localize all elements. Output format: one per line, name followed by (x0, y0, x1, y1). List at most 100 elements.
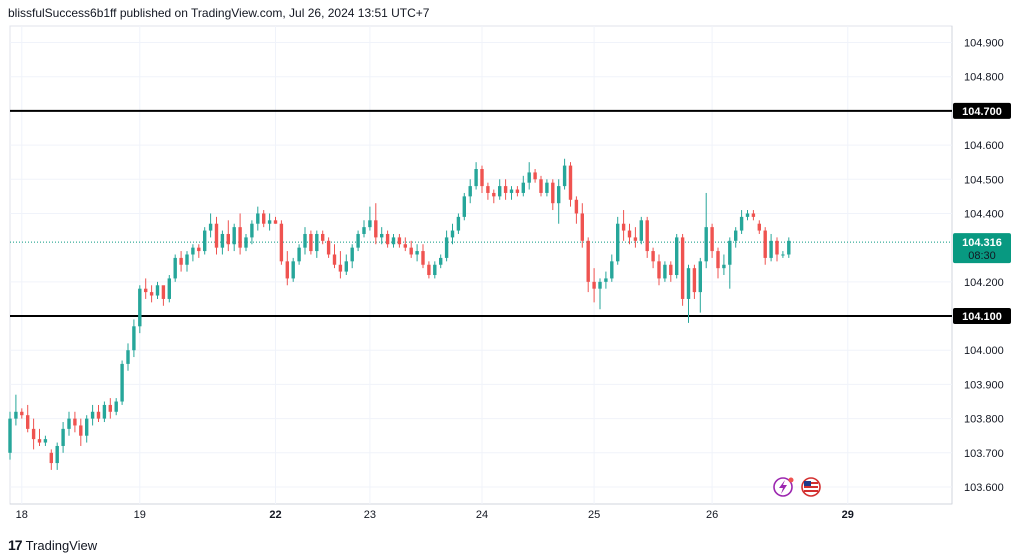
candle-body (551, 182, 555, 204)
footer[interactable]: 17 TradingView (8, 536, 97, 554)
x-tick-label: 23 (364, 509, 376, 521)
candle-body (191, 247, 195, 255)
candle-body (444, 237, 449, 258)
horizontal-line-tag-label: 104.100 (962, 311, 1002, 323)
candle-body (751, 213, 756, 217)
candle-body (55, 445, 59, 464)
candle-body (326, 240, 331, 255)
candle-body (374, 220, 378, 238)
candle-body (716, 251, 720, 269)
candle-body (256, 213, 260, 224)
x-tick-label: 25 (588, 509, 600, 521)
us-flag-icon[interactable] (801, 477, 821, 497)
candle-body (675, 237, 679, 276)
x-tick-label: 26 (706, 509, 718, 521)
y-tick-label: 103.600 (964, 482, 1004, 494)
y-tick-label: 104.000 (964, 345, 1004, 357)
candle-body (763, 230, 767, 258)
candle-body (214, 223, 219, 248)
candle-body (303, 233, 307, 248)
candle-body (155, 285, 160, 296)
candle-body (503, 186, 508, 193)
candle-body (633, 237, 638, 241)
candle-body (515, 189, 520, 193)
candle-body (43, 439, 48, 443)
publish-header: blissfulSuccess6b1ff published on Tradin… (8, 6, 430, 20)
candle-body (356, 233, 360, 248)
y-tick-label: 104.200 (964, 277, 1004, 289)
price-axis[interactable]: 104.900 104.800 104.600 104.500 104.400 104.2… (964, 38, 1004, 495)
time-axis[interactable]: 18 19 22 23 24 25 26 29 (16, 509, 854, 521)
candle-body (161, 285, 166, 299)
candle-body (781, 254, 785, 256)
candle-body (132, 326, 136, 351)
candle-body (474, 169, 478, 187)
candle-body (8, 418, 12, 453)
candle-body (722, 264, 726, 269)
horizontal-lines[interactable] (10, 109, 952, 318)
candle-body (527, 172, 531, 183)
candle-body (745, 213, 750, 217)
candle-body (226, 233, 230, 245)
y-tick-label: 104.500 (964, 174, 1004, 186)
candle-body (557, 186, 561, 204)
candle-body (427, 264, 431, 276)
candle-body (492, 192, 496, 197)
candle-body (144, 288, 148, 293)
candle-body (61, 428, 65, 446)
candle-body (173, 257, 177, 279)
candle-body (739, 216, 744, 231)
candle-body (279, 223, 284, 262)
plot-frame (9, 25, 953, 505)
candle-body (185, 254, 189, 265)
candle-body (539, 179, 543, 193)
candle-body (456, 216, 461, 231)
candle-body (362, 227, 366, 234)
candle-body (657, 261, 661, 279)
candle-body (79, 425, 83, 436)
candle-body (26, 415, 30, 429)
candle-body (138, 288, 142, 327)
candle-body (692, 268, 697, 293)
candle-body (338, 264, 343, 272)
candle-body (627, 230, 632, 238)
candle-body (49, 452, 53, 464)
candle-body (698, 261, 702, 293)
tradingview-logo[interactable]: 17 (8, 537, 23, 553)
candle-body (332, 254, 337, 265)
candle-body (350, 247, 354, 262)
candle-body (704, 227, 708, 262)
y-tick-label: 104.800 (964, 72, 1004, 84)
candle-body (728, 240, 732, 265)
candle-body (545, 182, 549, 193)
candle-body (610, 261, 614, 279)
candle-body (757, 223, 761, 231)
candle-body (267, 220, 272, 224)
candle-body (621, 223, 626, 231)
candle-body (14, 411, 18, 419)
candle-body (604, 278, 608, 282)
candle-body (20, 411, 24, 416)
y-tick-label: 103.800 (964, 414, 1004, 426)
candle-body (580, 213, 584, 241)
tradingview-brand[interactable]: TradingView (25, 537, 98, 553)
candle-body (31, 428, 36, 440)
horizontal-line-tag-label: 104.700 (962, 106, 1002, 118)
candle-body (120, 363, 124, 402)
candle-body (468, 186, 472, 197)
y-tick-label: 103.900 (964, 379, 1004, 391)
lightning-icon[interactable] (773, 477, 794, 497)
candle-body (521, 182, 525, 193)
candle-body (297, 247, 301, 262)
candle-body (586, 240, 590, 282)
chart-icons[interactable] (773, 477, 821, 497)
candle-body (397, 237, 402, 245)
candle-body (433, 264, 437, 276)
candle-body (90, 411, 95, 419)
x-tick-label: 18 (16, 509, 28, 521)
candle-body (645, 220, 649, 252)
candle-body (368, 220, 372, 228)
horizontal-line-tag (953, 308, 1011, 325)
candle-body (480, 169, 484, 187)
